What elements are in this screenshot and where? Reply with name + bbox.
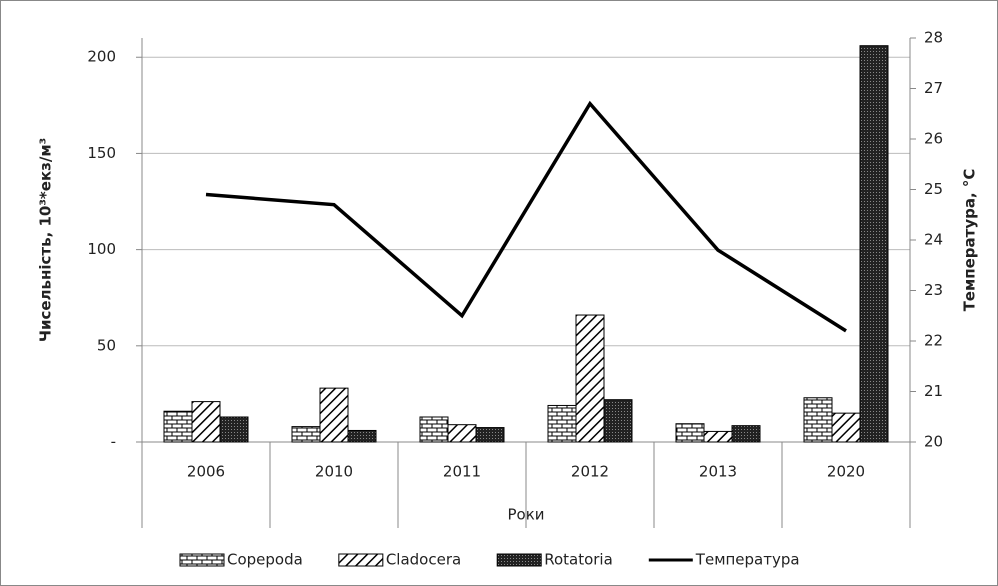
x-tick-label: 2013 bbox=[699, 463, 737, 481]
legend-label: Copepoda bbox=[227, 551, 303, 569]
y2-tick-label: 26 bbox=[924, 130, 943, 148]
y-tick-label: 150 bbox=[87, 144, 116, 162]
y-axis-label: Чисельність, 10³*екз/м³ bbox=[37, 138, 55, 342]
x-tick-label: 2011 bbox=[443, 463, 481, 481]
bar bbox=[419, 416, 449, 443]
x-tick-label: 2012 bbox=[571, 463, 609, 481]
bar bbox=[163, 410, 193, 443]
y2-tick-label: 20 bbox=[924, 433, 943, 451]
y-tick-label: 200 bbox=[87, 48, 116, 66]
y2-tick-label: 23 bbox=[924, 281, 943, 299]
temperature-line bbox=[205, 100, 847, 333]
bar bbox=[675, 423, 705, 443]
bar bbox=[547, 404, 577, 443]
x-tick-label: 2010 bbox=[315, 463, 353, 481]
y-tick-label: 100 bbox=[87, 240, 116, 258]
bar bbox=[475, 427, 505, 443]
bar bbox=[319, 387, 349, 443]
bar bbox=[803, 397, 833, 443]
legend-label: Cladocera bbox=[386, 551, 461, 569]
bar bbox=[191, 401, 221, 443]
legend-swatch bbox=[179, 553, 225, 567]
y2-tick-label: 22 bbox=[924, 332, 943, 350]
legend-swatch bbox=[338, 553, 384, 567]
bar bbox=[347, 429, 377, 443]
bar bbox=[219, 416, 249, 443]
y2-tick-label: 28 bbox=[924, 29, 943, 47]
y2-tick-label: 25 bbox=[924, 180, 943, 198]
legend-label: Rotatoria bbox=[544, 551, 613, 569]
y2-tick-label: 27 bbox=[924, 79, 943, 97]
legend-label: Температура bbox=[695, 551, 800, 569]
bar bbox=[291, 426, 321, 443]
legend-swatch bbox=[496, 553, 542, 567]
bar bbox=[859, 45, 889, 443]
x-tick-label: 2006 bbox=[187, 463, 225, 481]
y-tick-label: 50 bbox=[97, 336, 116, 354]
bar bbox=[603, 399, 633, 443]
x-tick-label: 2020 bbox=[827, 463, 865, 481]
bar bbox=[731, 425, 761, 443]
bar bbox=[703, 430, 733, 443]
y2-tick-label: 24 bbox=[924, 231, 943, 249]
bar bbox=[831, 412, 861, 443]
y-tick-label: - bbox=[111, 433, 116, 451]
y2-axis-label: Температура, °С bbox=[961, 169, 979, 312]
bar bbox=[575, 314, 605, 443]
bar bbox=[447, 424, 477, 443]
y2-tick-label: 21 bbox=[924, 382, 943, 400]
